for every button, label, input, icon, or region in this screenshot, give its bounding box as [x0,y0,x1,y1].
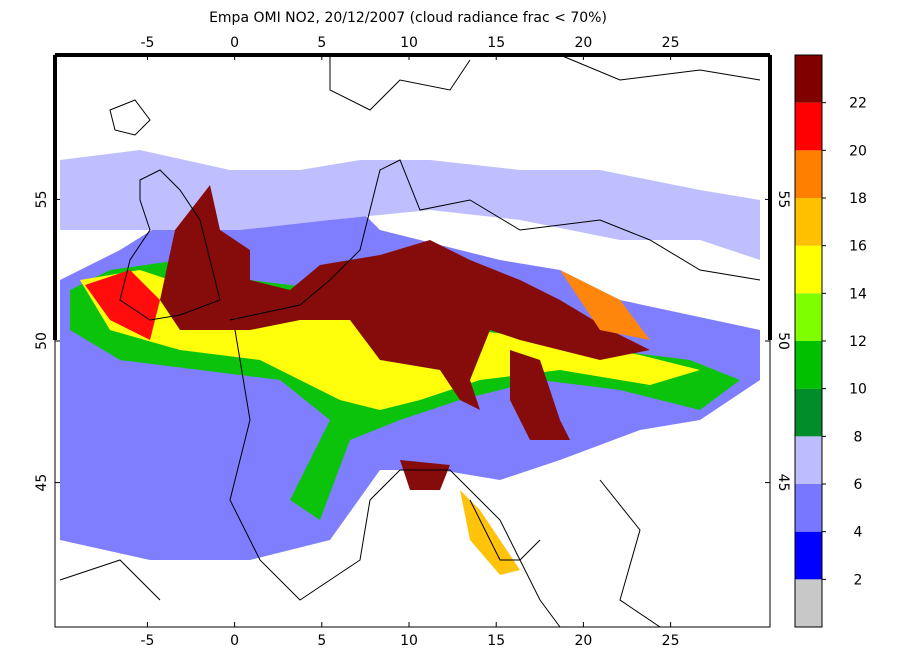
chart-title: Empa OMI NO2, 20/12/2007 (cloud radiance… [209,10,607,26]
colorbar-tick-label: 6 [854,477,863,493]
colorbar-band [795,388,822,437]
colorbar-tick-label: 2 [854,572,863,588]
colorbar-band [795,341,822,389]
x-tick-label-top: 10 [400,35,418,51]
colorbar-band [795,55,822,103]
colorbar-band [795,531,822,580]
y-tick-label-right: 50 [775,332,791,350]
x-tick-label-top: 25 [662,35,680,51]
x-tick-label-bottom: 0 [230,633,239,649]
y-tick-label-left: 45 [34,474,50,492]
colorbar-band [795,436,822,484]
x-tick-label-bottom: 10 [400,633,418,649]
colorbar-tick-label: 16 [849,239,867,255]
x-tick-label-bottom: 5 [317,633,326,649]
colorbar-band [795,245,822,294]
y-tick-label-right: 45 [775,474,791,492]
colorbar-band [795,198,822,246]
x-tick-label-bottom: -5 [140,633,154,649]
x-tick-label-top: 5 [317,35,326,51]
colorbar: 2 4 6 8 10 12 14 16 18 20 22 [794,54,867,628]
x-tick-label-top: 0 [230,35,239,51]
x-tick-label-bottom: 25 [662,633,680,649]
colorbar-tick-label: 22 [849,96,867,112]
colorbar-tick-label: 18 [849,191,867,207]
x-tick-label-bottom: 20 [574,633,592,649]
colorbar-band [795,293,822,341]
map-area [53,53,772,628]
x-tick-label-bottom: 15 [487,633,505,649]
colorbar-tick-label: 12 [849,334,867,350]
y-tick-label-left: 55 [34,191,50,209]
colorbar-band [795,484,822,532]
colorbar-tick-label: 8 [854,429,863,445]
colorbar-tick-label: 4 [854,525,863,541]
colorbar-tick-label: 14 [849,286,867,302]
y-tick-label-left: 50 [34,332,50,350]
colorbar-band [795,579,822,627]
colorbar-tick-label: 20 [849,143,867,159]
colorbar-band [795,150,822,198]
x-tick-label-top: 20 [574,35,592,51]
x-tick-label-top: -5 [140,35,154,51]
colorbar-band [795,102,822,151]
coastlines [59,54,761,628]
colorbar-tick-label: 10 [849,382,867,398]
x-tick-label-top: 15 [487,35,505,51]
y-tick-label-right: 55 [775,191,791,209]
no2-field [60,150,760,575]
